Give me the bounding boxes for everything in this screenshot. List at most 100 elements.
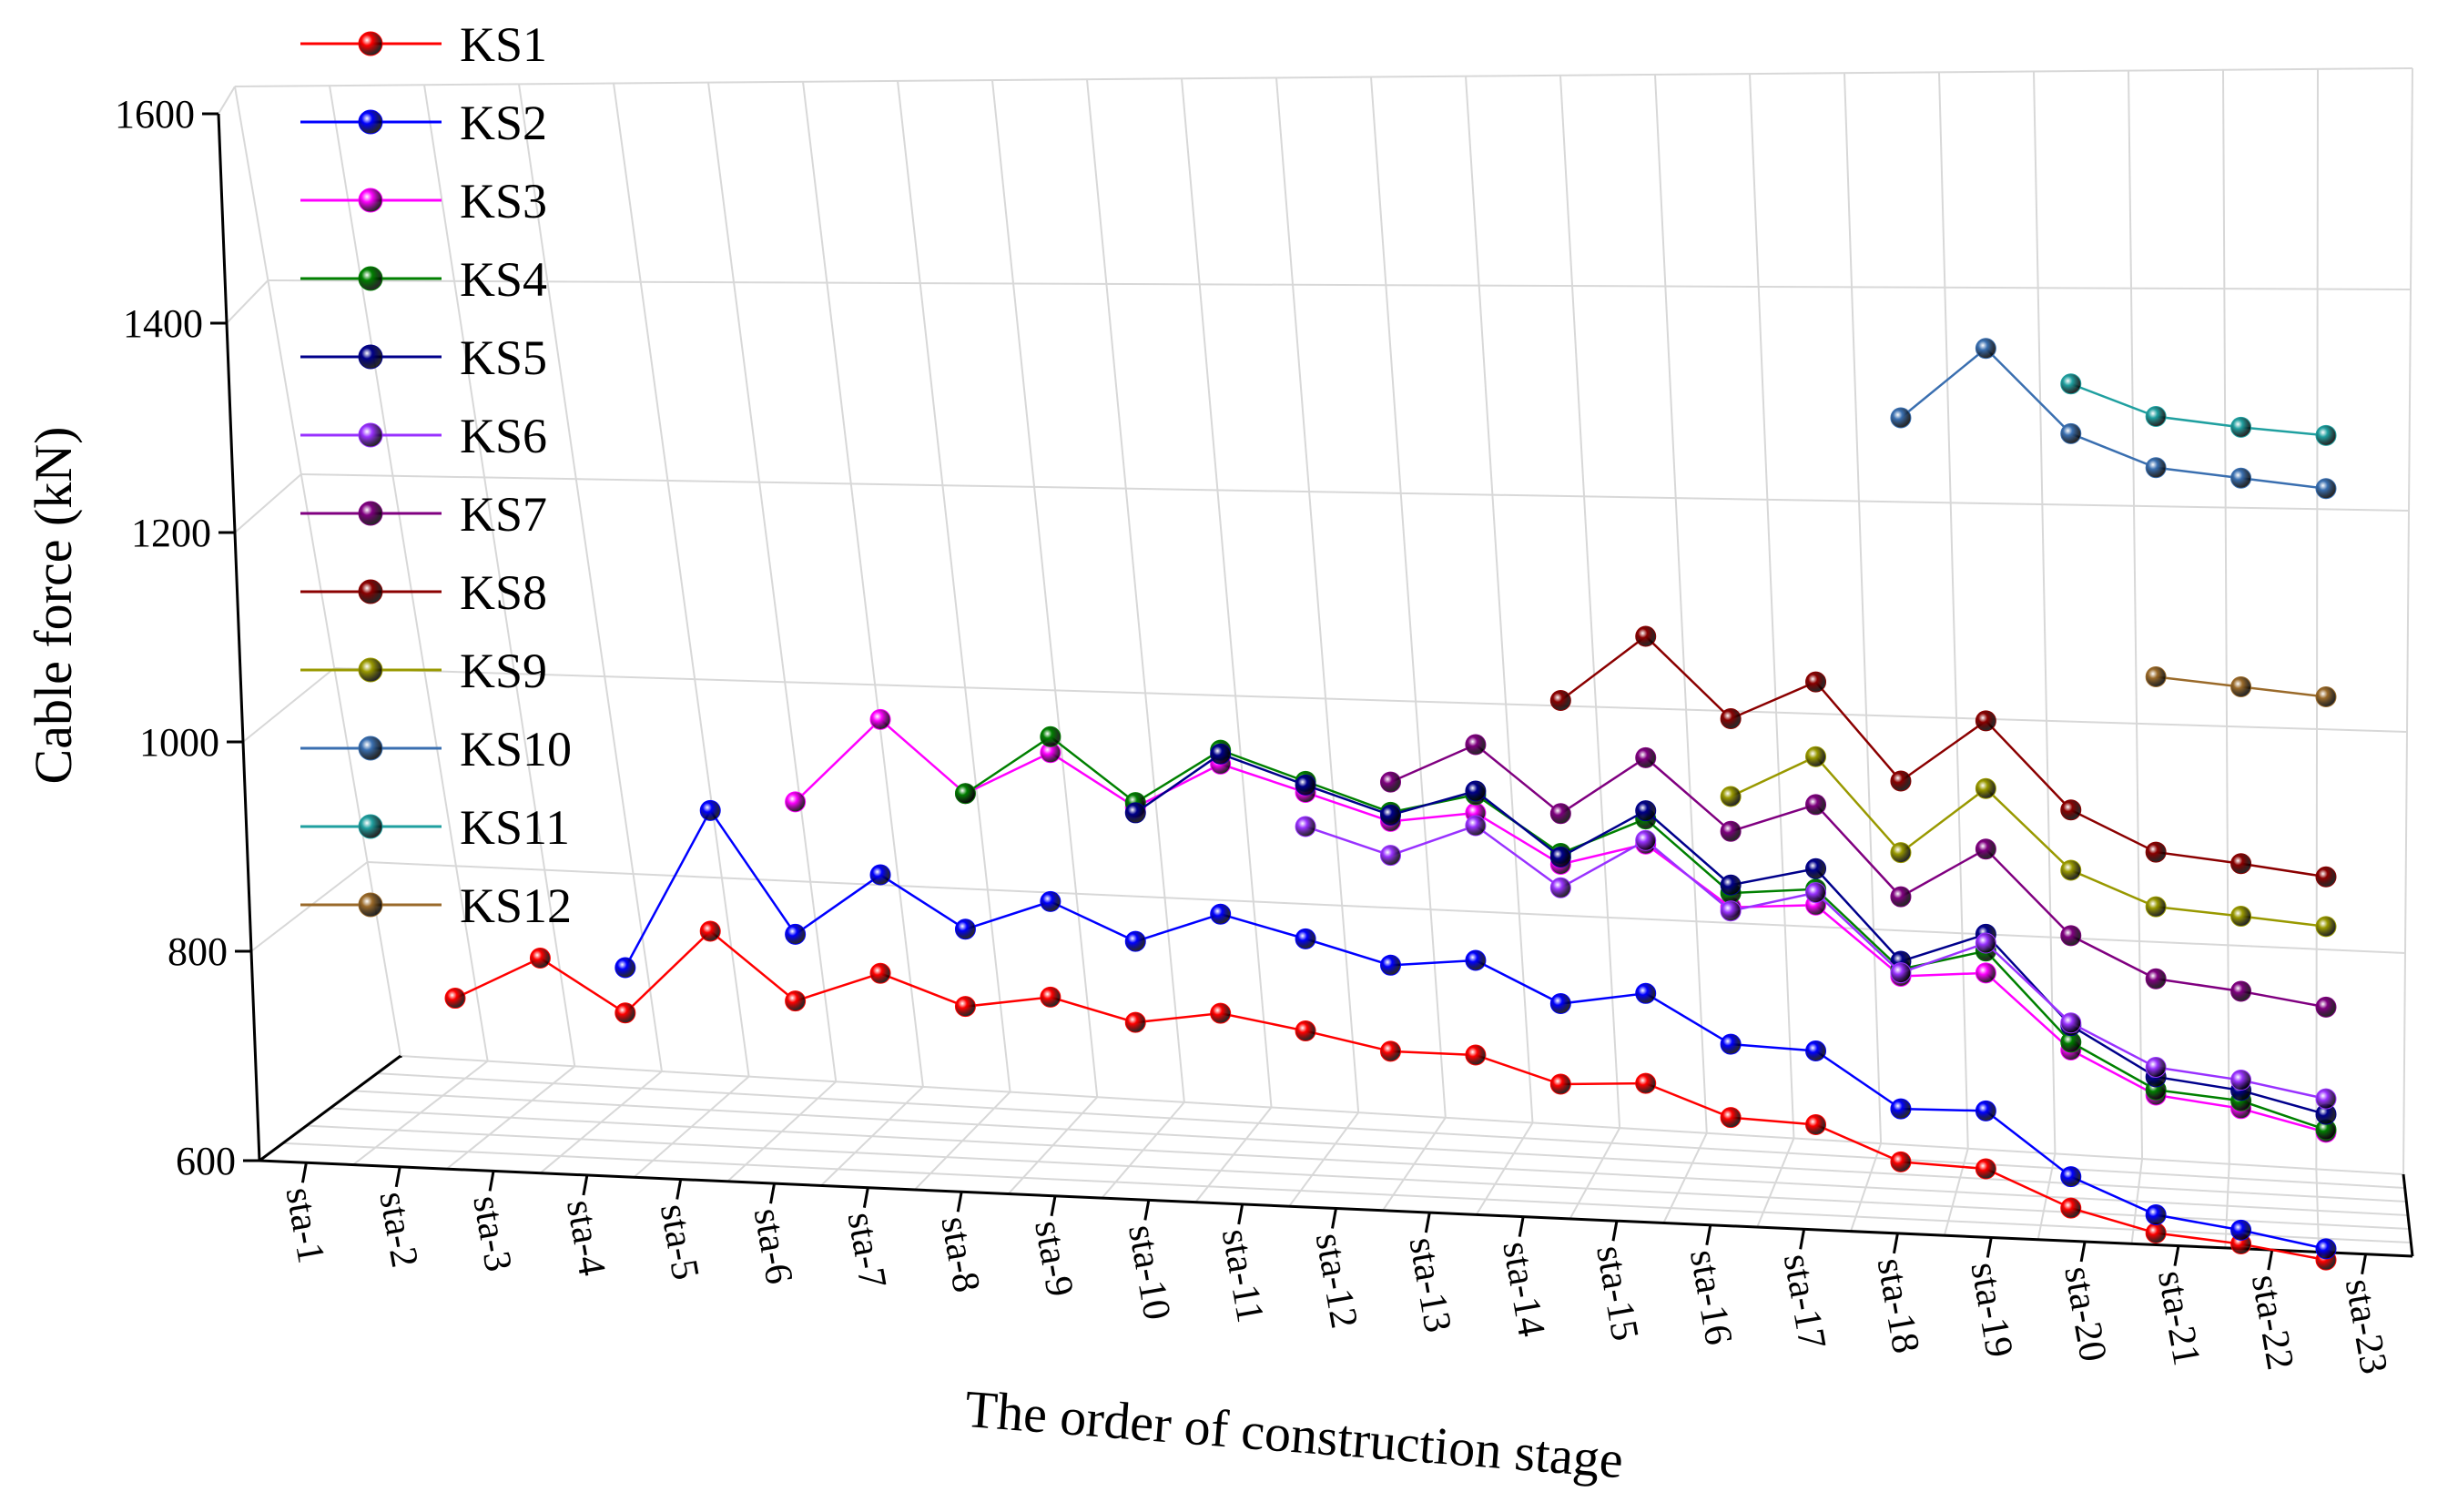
data-point [2230,853,2252,875]
data-point [1040,890,1061,912]
data-point [2315,1238,2337,1260]
x-tick-label: sta-12 [1307,1230,1366,1332]
data-point [954,996,976,1018]
grid-line-horizontal [234,67,2413,87]
x-tick-label: sta-6 [746,1205,801,1287]
data-point [1805,857,1827,879]
data-point [1295,816,1316,837]
data-point [1040,986,1061,1008]
grid-line-vertical [1181,78,1273,1108]
grid-line-vertical [1749,74,1795,1139]
data-point [1124,1011,1146,1033]
data-point [1890,1098,1912,1120]
legend-marker [358,266,383,291]
x-tick-label: sta-19 [1962,1259,2021,1361]
legend-marker [358,657,383,683]
series-ks2 [614,799,2337,1260]
data-point [1975,777,1996,799]
x-tick-mark [1986,1237,1993,1258]
floor-grid-line [330,1107,2409,1216]
legend-label: KS8 [460,565,547,620]
legend-item-ks11: KS11 [300,800,570,855]
x-tick-mark [1518,1216,1525,1237]
legend-marker [358,501,383,526]
data-point [1720,874,1742,896]
x-tick-label: sta-22 [2243,1272,2302,1374]
data-point [1805,1114,1827,1136]
data-point [785,791,807,813]
legend-item-ks12: KS12 [300,878,572,933]
legend-item-ks10: KS10 [300,722,572,776]
wall-grid-line [242,667,335,743]
data-point [1635,1072,1657,1094]
x-tick-mark [769,1182,777,1204]
data-point [785,923,807,945]
legend-marker [358,736,383,761]
x-tick-label: sta-10 [1120,1222,1179,1324]
data-point [1890,962,1912,984]
legend-marker [358,109,383,135]
data-point [2230,1070,2252,1091]
legend-label: KS5 [460,330,547,385]
grid-line-vertical [2222,69,2230,1164]
legend-item-ks5: KS5 [300,330,547,385]
data-point [1805,746,1827,767]
wall-grid-line [234,473,302,533]
grid-line-vertical [802,81,924,1088]
grid-line-vertical [2128,70,2144,1160]
data-point [1890,842,1912,864]
chart-axes: 600 800 1000 1200 1400 1600 sta-1 sta-2 sta-3 sta… [115,92,2414,1377]
data-point [1040,726,1061,747]
data-point [1720,1107,1742,1129]
series-line [1389,743,2327,1009]
x-tick-label: sta-21 [2149,1267,2209,1369]
data-point [1805,882,1827,904]
series-line [964,735,2327,1131]
data-point [1805,671,1827,693]
data-point [1549,877,1571,898]
y-tick-label: 1600 [115,92,195,137]
data-point [2145,1204,2167,1226]
data-point [1635,746,1657,768]
data-point [1720,786,1742,807]
legend-marker [358,344,383,370]
data-point [1720,900,1742,922]
x-tick-mark [2361,1253,2368,1274]
data-point [1380,804,1401,826]
x-tick-label: sta-14 [1494,1238,1553,1340]
series-line [794,717,2327,1134]
data-point [444,988,466,1010]
depth-axis-line [2402,1173,2414,1257]
x-tick-label: sta-13 [1400,1234,1459,1336]
data-point [1210,1002,1232,1024]
data-point [2145,1223,2167,1244]
data-point [2145,841,2167,863]
data-point [1549,803,1571,825]
legend-marker [358,188,383,213]
legend-marker [358,892,383,918]
data-point [1635,982,1657,1004]
y-tick-label: 600 [176,1139,236,1183]
wall-grid-line [218,86,236,115]
x-tick-mark [1611,1220,1619,1242]
x-tick-label: sta-9 [1026,1217,1082,1299]
data-point [2315,478,2337,500]
data-point [2315,686,2337,708]
x-tick-label: sta-4 [558,1197,614,1279]
legend-item-ks8: KS8 [300,565,547,620]
floor-grid-line [282,1142,2412,1243]
floor-grid-line [377,1072,2405,1189]
x-tick-label: sta-11 [1214,1226,1272,1326]
x-tick-mark [2267,1249,2274,1271]
chart-series [444,338,2337,1271]
data-point [2230,676,2252,698]
x-tick-mark [1892,1233,1899,1254]
data-point [2145,1056,2167,1078]
x-tick-mark [582,1174,589,1196]
x-tick-mark [2173,1245,2180,1266]
data-point [1465,1044,1487,1066]
x-tick-mark [675,1179,683,1200]
data-point [1635,800,1657,822]
legend-item-ks4: KS4 [300,252,547,307]
data-point [2060,1012,2082,1034]
